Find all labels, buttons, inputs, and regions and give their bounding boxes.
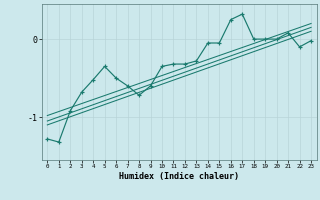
X-axis label: Humidex (Indice chaleur): Humidex (Indice chaleur): [119, 172, 239, 181]
